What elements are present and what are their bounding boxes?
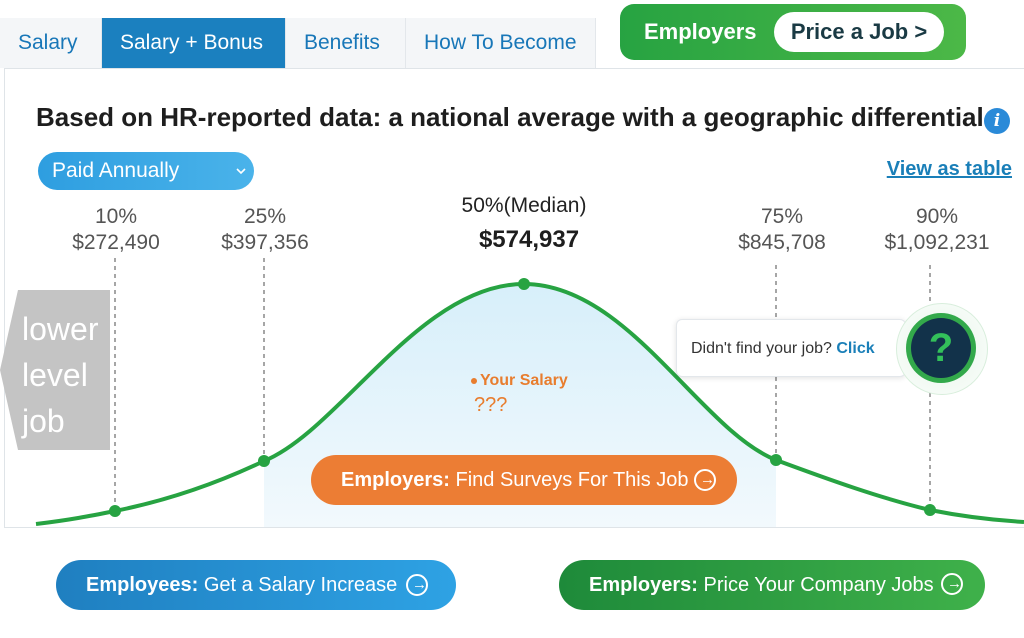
your-salary-value: ??? [474,394,508,416]
arrow-right-icon: → [694,469,716,491]
price-a-job-button[interactable]: Price a Job > [774,12,944,52]
percentile-75-label: 75% $845,708 [730,204,834,256]
arrow-right-icon: → [406,574,428,596]
employers-header: Employers Price a Job > [620,4,966,60]
your-salary-text: Your Salary [480,372,568,389]
chevron-down-icon [236,168,246,175]
employers-label: Employers [644,19,757,44]
lower-level-job-arrow[interactable] [0,290,110,450]
get-salary-increase-text: Get a Salary Increase [203,574,398,596]
percentile-10-label: 10% $272,490 [66,204,166,256]
pay-period-select[interactable]: Paid Annually [38,152,254,190]
percentile-75-value: $845,708 [738,231,826,254]
point-10 [109,505,121,517]
point-50 [518,278,530,290]
percentile-90-pct: 90% [915,205,959,228]
pay-period-value: Paid Annually [52,159,180,182]
click-link[interactable]: Click [836,340,875,357]
find-surveys-button[interactable]: Employers: Find Surveys For This Job → [311,455,737,505]
didnt-find-text: Didn't find your job? [691,340,832,357]
percentile-25-label: 25% $397,356 [214,204,316,256]
percentile-10-value: $272,490 [72,231,160,254]
tab-benefits[interactable]: Benefits [286,18,406,68]
percentile-90-label: 90% $1,092,231 [876,204,998,256]
percentile-50-pct: 50%(Median) [461,194,587,217]
arrow-right-icon: → [941,573,963,595]
percentile-10-pct: 10% [94,205,138,228]
question-mark-icon[interactable]: ? [911,318,971,378]
percentile-25-value: $397,356 [221,231,309,254]
price-company-jobs-button[interactable]: Employers: Price Your Company Jobs → [559,560,985,610]
tab-salary[interactable]: Salary [0,18,102,68]
price-company-jobs-text: Price Your Company Jobs [703,574,934,596]
point-90 [924,504,936,516]
tab-how-to-become[interactable]: How To Become [406,18,596,68]
percentile-90-value: $1,092,231 [884,231,990,254]
percentile-75-pct: 75% [760,205,804,228]
page-title: Based on HR-reported data: a national av… [36,102,984,132]
your-salary-dot [471,377,477,384]
find-surveys-prefix: Employers: [341,469,450,491]
view-as-table-link[interactable]: View as table [886,158,1012,180]
info-icon[interactable]: i [984,108,1010,134]
your-salary-label: Your Salary [471,372,568,390]
get-salary-increase-button[interactable]: Employees: Get a Salary Increase → [56,560,456,610]
tab-salary-bonus[interactable]: Salary + Bonus [102,18,286,68]
find-surveys-text: Find Surveys For This Job [455,469,689,491]
percentile-25-pct: 25% [243,205,287,228]
employers-prefix: Employers: [589,574,698,596]
point-75 [770,454,782,466]
lower-level-job-label: lower level job [22,311,99,439]
didnt-find-job-tooltip: Didn't find your job? Click [676,319,906,377]
tab-bar: Salary Salary + Bonus Benefits How To Be… [0,18,596,68]
point-25 [258,455,270,467]
employees-prefix: Employees: [86,574,199,596]
percentile-50-value: $574,937 [478,226,580,253]
